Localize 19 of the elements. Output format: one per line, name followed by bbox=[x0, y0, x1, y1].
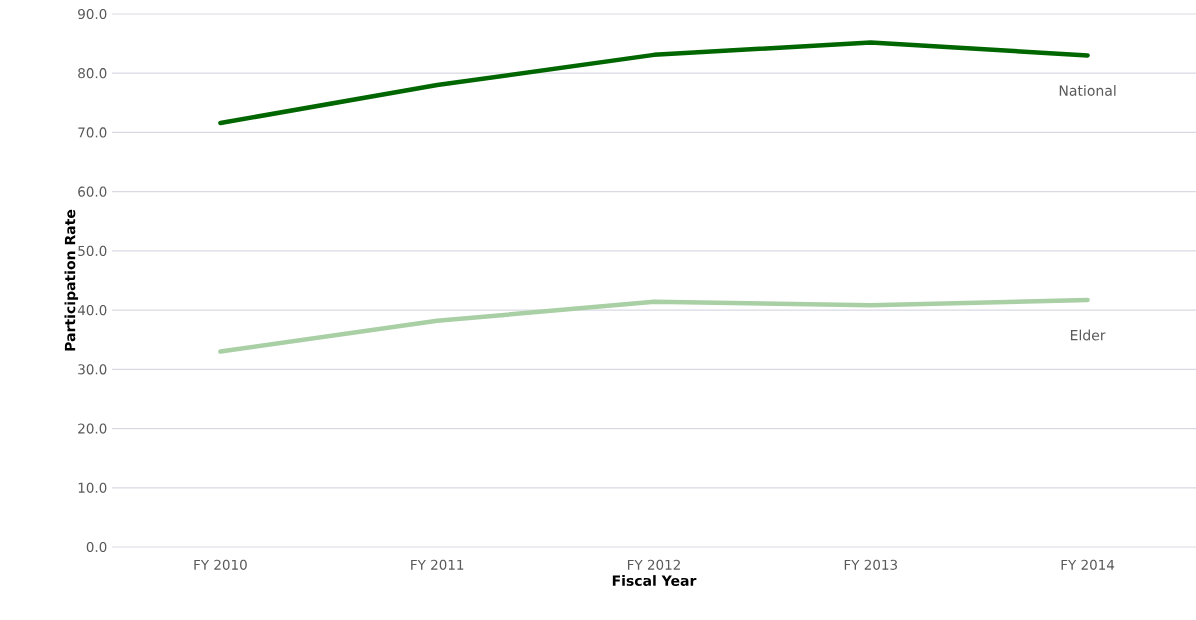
y-tick-label: 70.0 bbox=[78, 127, 107, 138]
y-tick-label: 0.0 bbox=[86, 541, 107, 553]
y-tick-label: 50.0 bbox=[78, 245, 107, 256]
x-tick-label: FY 2014 bbox=[1061, 559, 1115, 570]
text: National bbox=[1059, 85, 1116, 96]
y-tick-label: 30.0 bbox=[78, 364, 107, 375]
text: Elder bbox=[1070, 329, 1106, 341]
y-tick-label: 90.0 bbox=[78, 8, 107, 20]
y-tick-label: 80.0 bbox=[78, 68, 107, 79]
y-axis-title: Participation Rate bbox=[64, 209, 79, 351]
y-tick-label: 60.0 bbox=[78, 186, 107, 197]
x-axis-title: Fiscal Year bbox=[612, 575, 697, 586]
x-tick-label: FY 2011 bbox=[411, 559, 464, 570]
y-tick-label: 40.0 bbox=[77, 305, 107, 316]
y-tick-label: 10.0 bbox=[78, 482, 107, 493]
x-tick-label: FY 2012 bbox=[627, 559, 680, 570]
x-tick-label: FY 2013 bbox=[844, 559, 898, 570]
y-tick-label: 20.0 bbox=[78, 423, 107, 434]
x-tick-label: FY 2010 bbox=[194, 559, 247, 570]
